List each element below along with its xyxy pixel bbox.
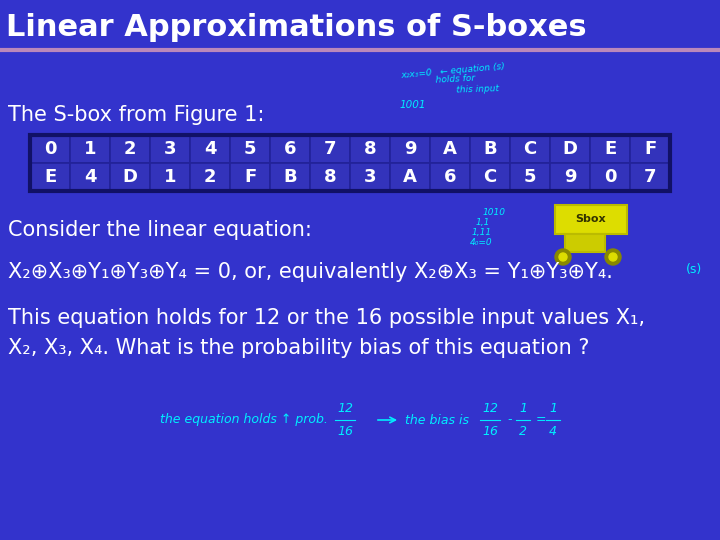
Text: =: = (536, 414, 546, 427)
Text: 7: 7 (644, 168, 656, 186)
Bar (470, 135, 510, 163)
Bar (110, 163, 150, 191)
Bar (110, 135, 150, 163)
Circle shape (555, 249, 571, 265)
Text: 4: 4 (84, 168, 96, 186)
Text: 3: 3 (364, 168, 377, 186)
Bar (190, 163, 230, 191)
Bar (430, 135, 470, 163)
Text: 6: 6 (284, 140, 296, 158)
Bar (390, 163, 430, 191)
Bar (590, 135, 630, 163)
Bar (430, 163, 470, 191)
Bar (310, 163, 350, 191)
Text: 2: 2 (519, 425, 527, 438)
Bar (230, 163, 270, 191)
Bar (630, 163, 670, 191)
Text: x₂x₃=0   ← equation (s): x₂x₃=0 ← equation (s) (400, 62, 505, 80)
Bar (270, 135, 310, 163)
Text: E: E (44, 168, 56, 186)
Text: 16: 16 (482, 425, 498, 438)
Bar (510, 135, 550, 163)
Text: F: F (644, 140, 656, 158)
Text: C: C (483, 168, 497, 186)
Text: X₂⊕X₃⊕Y₁⊕Y₃⊕Y₄ = 0, or, equivalently X₂⊕X₃ = Y₁⊕Y₃⊕Y₄.: X₂⊕X₃⊕Y₁⊕Y₃⊕Y₄ = 0, or, equivalently X₂⊕… (8, 262, 613, 282)
Bar (390, 135, 430, 163)
Bar (190, 135, 230, 163)
Bar (630, 135, 670, 163)
Text: D: D (122, 168, 138, 186)
Text: 1: 1 (519, 402, 527, 415)
Text: Sbox: Sbox (576, 214, 606, 224)
Bar (550, 135, 590, 163)
Text: A: A (443, 140, 457, 158)
Bar (350, 163, 390, 191)
Text: 1,1: 1,1 (476, 218, 490, 227)
Text: 0: 0 (44, 140, 56, 158)
Text: the equation holds ↑ prob.: the equation holds ↑ prob. (160, 414, 328, 427)
Text: 1010: 1010 (483, 208, 506, 217)
Text: 12: 12 (482, 402, 498, 415)
Text: E: E (604, 140, 616, 158)
Bar (30, 163, 70, 191)
Bar (70, 163, 110, 191)
Text: (s): (s) (686, 264, 702, 276)
Text: 1001: 1001 (400, 100, 426, 110)
Bar (550, 163, 590, 191)
Text: 16: 16 (337, 425, 353, 438)
Bar (510, 163, 550, 191)
Bar (150, 135, 190, 163)
Text: 7: 7 (324, 140, 336, 158)
Bar (230, 135, 270, 163)
Text: -: - (507, 414, 511, 427)
Text: This equation holds for 12 or the 16 possible input values X₁,: This equation holds for 12 or the 16 pos… (8, 308, 645, 328)
Circle shape (609, 253, 617, 261)
Bar (310, 135, 350, 163)
Bar (555, 205, 627, 234)
Text: C: C (523, 140, 536, 158)
Text: 8: 8 (324, 168, 336, 186)
Circle shape (559, 253, 567, 261)
Text: 1,11: 1,11 (472, 228, 492, 237)
Text: 5: 5 (523, 168, 536, 186)
Text: F: F (244, 168, 256, 186)
Text: 9: 9 (564, 168, 576, 186)
Text: 8: 8 (364, 140, 377, 158)
Text: Consider the linear equation:: Consider the linear equation: (8, 220, 312, 240)
Text: 9: 9 (404, 140, 416, 158)
Text: D: D (562, 140, 577, 158)
Bar (270, 163, 310, 191)
Text: A: A (403, 168, 417, 186)
Text: 4: 4 (549, 425, 557, 438)
Text: 3: 3 (163, 140, 176, 158)
Text: the bias is: the bias is (405, 414, 469, 427)
Bar (150, 163, 190, 191)
Text: 2: 2 (124, 140, 136, 158)
Text: Linear Approximations of S-boxes: Linear Approximations of S-boxes (6, 14, 587, 43)
Text: 1: 1 (549, 402, 557, 415)
Bar (70, 135, 110, 163)
Bar (590, 163, 630, 191)
Text: this input: this input (445, 84, 500, 95)
Text: 6: 6 (444, 168, 456, 186)
Text: 4: 4 (204, 140, 216, 158)
Text: 1: 1 (163, 168, 176, 186)
Text: 5: 5 (244, 140, 256, 158)
Circle shape (605, 249, 621, 265)
Bar (350, 135, 390, 163)
Bar (30, 135, 670, 191)
Text: The S-box from Figure 1:: The S-box from Figure 1: (8, 105, 264, 125)
Text: 1: 1 (84, 140, 96, 158)
Text: B: B (283, 168, 297, 186)
Bar (565, 234, 605, 252)
Text: 0: 0 (604, 168, 616, 186)
Bar (470, 163, 510, 191)
Text: 2: 2 (204, 168, 216, 186)
Text: 12: 12 (337, 402, 353, 415)
Text: holds for: holds for (430, 74, 476, 85)
Bar (30, 135, 70, 163)
Text: X₂, X₃, X₄. What is the probability bias of this equation ?: X₂, X₃, X₄. What is the probability bias… (8, 338, 590, 358)
Text: 4₀=0: 4₀=0 (470, 238, 492, 247)
Text: B: B (483, 140, 497, 158)
